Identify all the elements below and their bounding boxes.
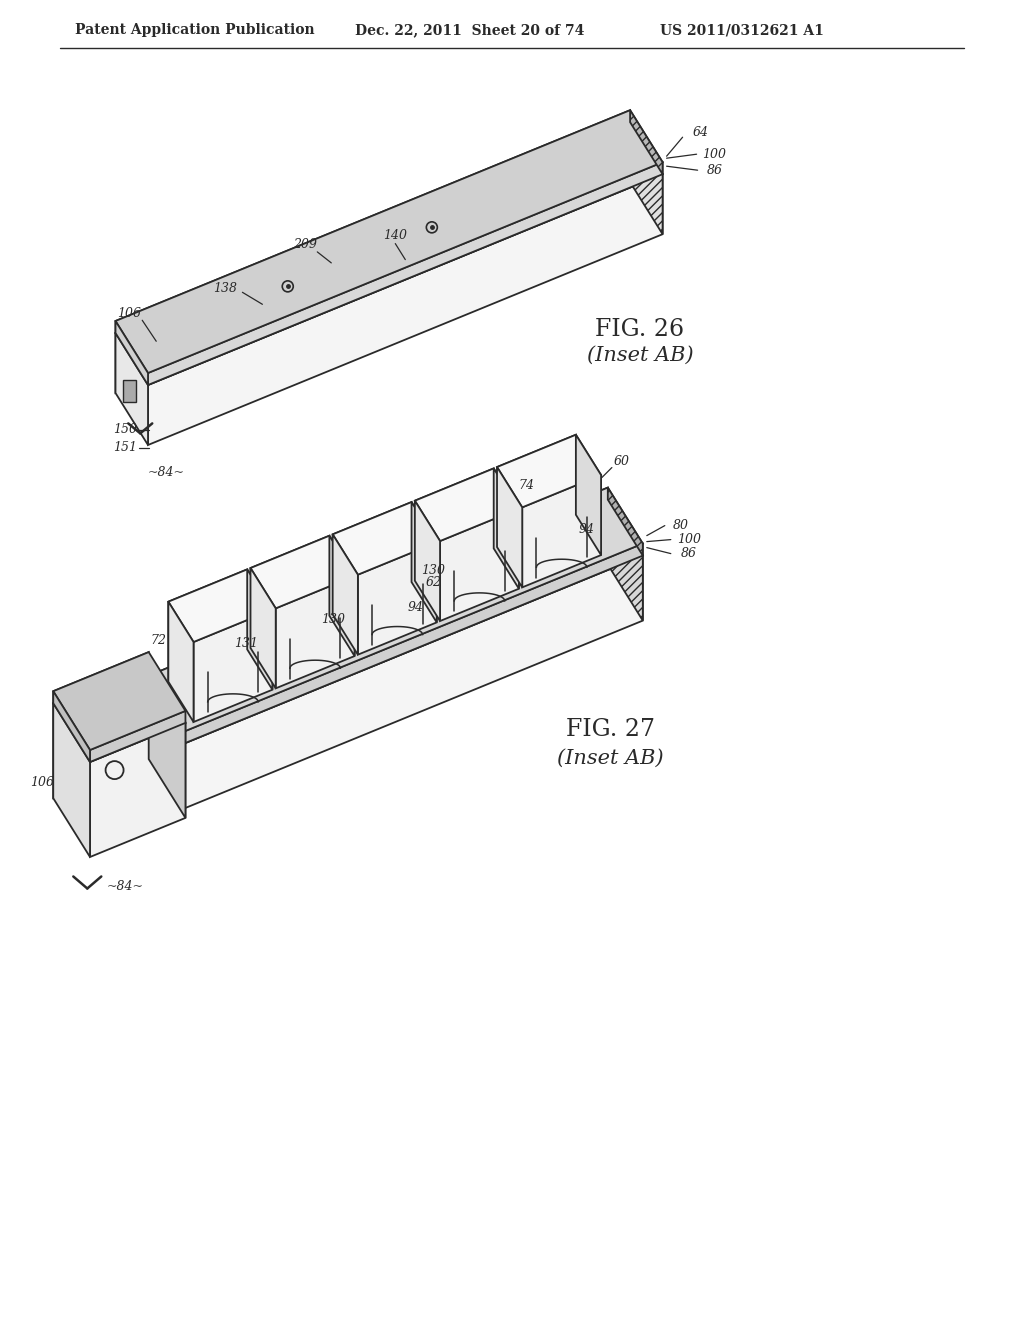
Polygon shape <box>53 652 185 750</box>
Text: 94: 94 <box>408 601 423 614</box>
Polygon shape <box>116 110 630 333</box>
Polygon shape <box>148 174 663 445</box>
Text: ~84~: ~84~ <box>106 880 143 894</box>
Text: (Inset AB): (Inset AB) <box>557 748 664 767</box>
Polygon shape <box>53 704 90 857</box>
Polygon shape <box>275 576 354 688</box>
Text: 86: 86 <box>681 546 696 560</box>
Polygon shape <box>608 487 643 556</box>
Polygon shape <box>60 711 95 780</box>
Polygon shape <box>123 380 136 403</box>
Text: 140: 140 <box>383 230 408 242</box>
Polygon shape <box>608 499 643 620</box>
Polygon shape <box>60 499 608 789</box>
Polygon shape <box>357 543 436 655</box>
Text: 64: 64 <box>692 125 709 139</box>
Text: FIG. 26: FIG. 26 <box>595 318 685 342</box>
Polygon shape <box>168 602 194 722</box>
Polygon shape <box>247 569 272 690</box>
Polygon shape <box>53 664 148 799</box>
Polygon shape <box>630 110 663 174</box>
Text: 138: 138 <box>213 281 238 294</box>
Polygon shape <box>440 508 519 620</box>
Polygon shape <box>522 475 601 587</box>
Polygon shape <box>53 692 90 762</box>
Text: 62: 62 <box>426 576 441 589</box>
Polygon shape <box>251 536 354 609</box>
Polygon shape <box>194 610 272 722</box>
Polygon shape <box>168 569 272 642</box>
Polygon shape <box>497 467 522 587</box>
Text: 106: 106 <box>117 306 141 319</box>
Polygon shape <box>60 487 608 723</box>
Polygon shape <box>497 434 575 546</box>
Text: 130: 130 <box>421 564 444 577</box>
Text: 80: 80 <box>673 519 689 532</box>
Polygon shape <box>148 162 663 385</box>
Text: 106: 106 <box>30 776 54 788</box>
Text: 86: 86 <box>707 164 723 177</box>
Text: 72: 72 <box>151 634 166 647</box>
Text: Patent Application Publication: Patent Application Publication <box>75 22 314 37</box>
Polygon shape <box>415 500 440 620</box>
Polygon shape <box>60 723 95 845</box>
Polygon shape <box>95 556 643 845</box>
Text: Dec. 22, 2011  Sheet 20 of 74: Dec. 22, 2011 Sheet 20 of 74 <box>355 22 585 37</box>
Text: 151: 151 <box>114 441 137 454</box>
Polygon shape <box>53 664 185 762</box>
Polygon shape <box>60 487 643 768</box>
Text: 74: 74 <box>519 479 535 492</box>
Polygon shape <box>333 502 412 614</box>
Polygon shape <box>251 568 275 688</box>
Polygon shape <box>497 434 601 507</box>
Polygon shape <box>116 110 663 374</box>
Polygon shape <box>148 664 185 818</box>
Text: 60: 60 <box>613 455 630 469</box>
Polygon shape <box>575 434 601 556</box>
Text: 100: 100 <box>702 148 727 161</box>
Text: FIG. 27: FIG. 27 <box>565 718 654 742</box>
Polygon shape <box>415 469 494 581</box>
Polygon shape <box>251 536 330 648</box>
Text: US 2011/0312621 A1: US 2011/0312621 A1 <box>660 22 824 37</box>
Polygon shape <box>330 536 354 656</box>
Polygon shape <box>95 544 643 780</box>
Text: 131: 131 <box>234 638 258 651</box>
Polygon shape <box>412 502 436 623</box>
Text: ~84~: ~84~ <box>147 466 184 479</box>
Polygon shape <box>60 499 643 780</box>
Text: 94: 94 <box>579 523 595 536</box>
Polygon shape <box>494 469 519 589</box>
Text: 130: 130 <box>321 612 345 626</box>
Text: 150: 150 <box>114 424 137 437</box>
Polygon shape <box>630 123 663 234</box>
Polygon shape <box>90 711 185 762</box>
Polygon shape <box>116 123 630 393</box>
Polygon shape <box>116 333 148 445</box>
Text: 100: 100 <box>677 533 700 546</box>
Polygon shape <box>333 535 357 655</box>
Polygon shape <box>333 502 436 574</box>
Polygon shape <box>90 723 185 857</box>
Polygon shape <box>116 123 663 385</box>
Polygon shape <box>415 469 519 541</box>
Text: (Inset AB): (Inset AB) <box>587 346 693 364</box>
Polygon shape <box>116 321 148 385</box>
Polygon shape <box>168 569 247 681</box>
Polygon shape <box>53 652 148 704</box>
Text: 209: 209 <box>293 239 317 251</box>
